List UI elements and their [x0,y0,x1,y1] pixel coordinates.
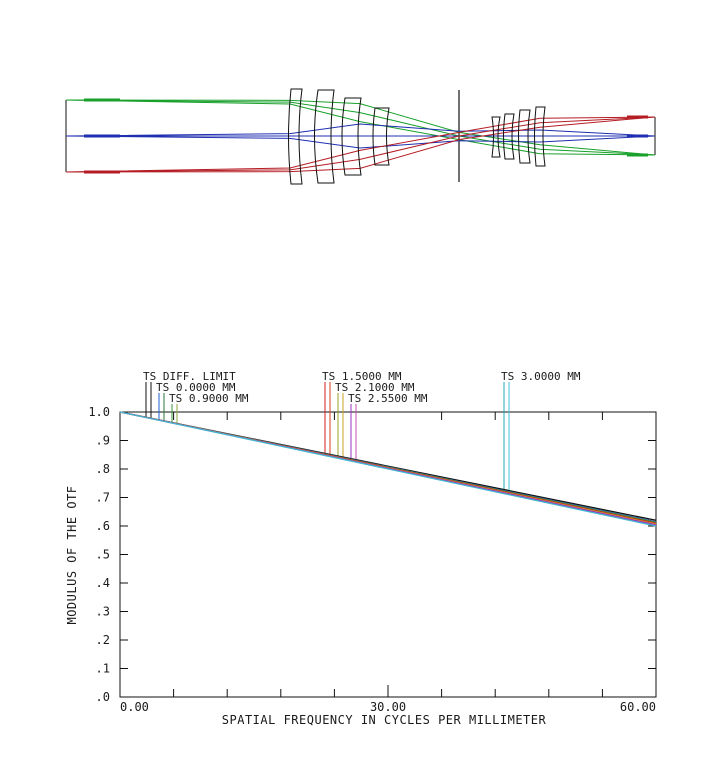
ray-bundles [65,98,656,174]
legend-entry-label: TS 0.9000 MM [169,392,249,405]
legend-markers [145,382,510,492]
x-tick-label: 30.00 [370,700,406,714]
ray-path [65,99,656,156]
x-axis-ticks: 0.00 30.00 60.00 [119,412,657,714]
mtf-series-line [119,411,657,527]
legend-entry-label: TS 0.0000 MM [156,381,236,394]
legend-entry-label: TS 3.0000 MM [501,370,581,383]
legend-entry-label: TS DIFF. LIMIT [143,370,236,383]
ray-path [65,123,656,137]
ray-path [65,99,656,156]
y-axis-label: MODULUS OF THE OTF [65,485,79,624]
y-tick-label: .7 [96,491,110,505]
ray-path [65,116,656,173]
lens-element-7 [518,109,531,164]
legend-entry-label: TS 2.5500 MM [348,392,428,405]
ray-path [65,116,656,173]
mtf-curves [119,411,657,527]
y-tick-label: 1.0 [88,405,110,419]
lens-element-8 [534,106,546,167]
lens-element-6 [503,113,515,160]
legend-entry-label: TS 1.5000 MM [322,370,402,383]
lens-element-4 [372,107,390,166]
mtf-chart: .0 .1 .2 .3 .4 .5 .6 .7 .8 .9 1.0 0.00 30.00 60.00 T… [65,370,657,727]
legend-entry-label: TS 2.1000 MM [335,381,415,394]
y-tick-label: .5 [96,548,110,562]
y-tick-label: .9 [96,434,110,448]
lens-element-5 [491,116,501,158]
x-tick-label: 0.00 [120,700,149,714]
optical-layout-diagram [65,88,656,185]
lens-element-2 [314,89,335,184]
y-tick-label: .3 [96,605,110,619]
y-tick-label: .0 [96,690,110,704]
x-axis-label: SPATIAL FREQUENCY IN CYCLES PER MILLIMET… [222,713,547,727]
y-tick-label: .8 [96,462,110,476]
y-tick-label: .2 [96,633,110,647]
ray-path [65,116,656,173]
y-tick-label: .6 [96,519,110,533]
ray-path [65,135,656,149]
lens-elements [288,88,546,185]
y-tick-label: .1 [96,662,110,676]
y-axis-ticks: .0 .1 .2 .3 .4 .5 .6 .7 .8 .9 1.0 [88,405,656,704]
lens-element-1 [288,88,303,185]
lens-element-3 [341,97,362,176]
ray-path [65,99,656,156]
y-tick-label: .4 [96,576,110,590]
plot-frame [119,411,657,698]
x-tick-label: 60.00 [620,700,656,714]
